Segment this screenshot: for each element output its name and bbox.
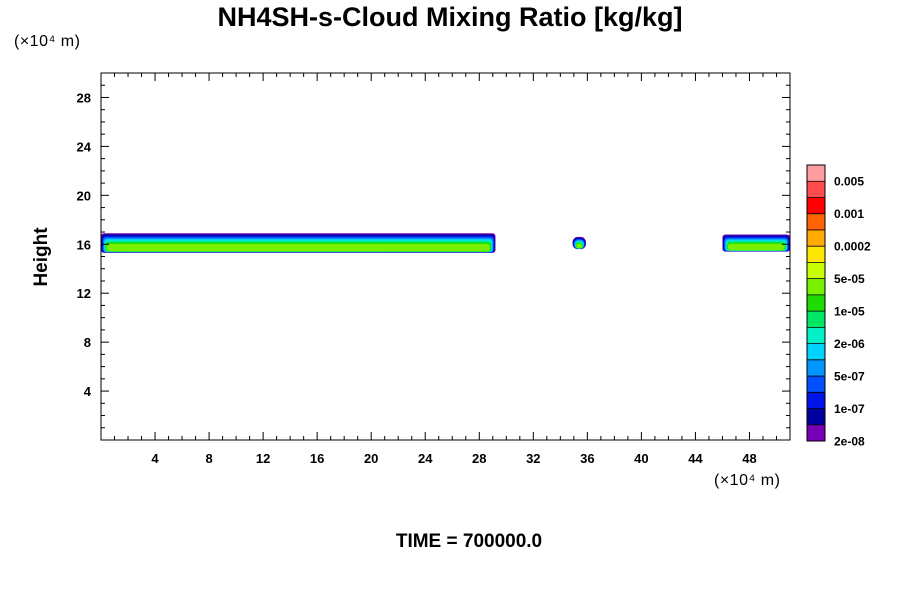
time-label: TIME = 700000.0 xyxy=(395,531,543,552)
colorbar-swatch xyxy=(807,327,825,345)
colorbar-swatch xyxy=(807,294,825,312)
x-tick-label: 36 xyxy=(580,451,594,466)
colorbar-swatch xyxy=(807,246,825,263)
x-tick-label: 12 xyxy=(256,451,270,466)
y-tick-label: 24 xyxy=(77,139,92,154)
y-tick-label: 16 xyxy=(77,237,91,252)
colorbar-swatch xyxy=(807,424,825,442)
colorbar-frame xyxy=(806,164,826,442)
colorbar-label: 5e-07 xyxy=(834,370,865,384)
x-tick-label: 40 xyxy=(634,451,648,466)
x-axis: 4 8 12 16 20 24 28 32 36 40 44 48 xyxy=(114,73,777,466)
x-tick-label: 16 xyxy=(310,451,324,466)
colorbar: 0.005 0.001 0.0002 5e-05 1e-05 2e-06 5e-07 1e-0… xyxy=(806,164,871,449)
colorbar-swatch xyxy=(807,165,825,182)
y-tick-label: 8 xyxy=(84,335,91,350)
cloud-layer xyxy=(101,233,496,253)
y-tick-label: 4 xyxy=(84,384,92,399)
colorbar-swatch xyxy=(807,392,825,410)
cloud-band xyxy=(727,243,785,251)
colorbar-label: 5e-05 xyxy=(834,272,865,286)
colorbar-swatch xyxy=(807,311,825,328)
colorbar-swatch xyxy=(807,197,825,215)
colorbar-swatch xyxy=(807,359,825,377)
x-tick-label: 24 xyxy=(418,451,433,466)
y-tick-label: 12 xyxy=(77,286,91,301)
cloud-layer xyxy=(722,234,790,252)
x-tick-label: 28 xyxy=(472,451,486,466)
plot-frame xyxy=(100,72,791,441)
colorbar-swatch xyxy=(807,181,825,198)
x-tick-label: 8 xyxy=(205,451,212,466)
colorbar-label: 0.0002 xyxy=(834,240,871,254)
colorbar-swatch xyxy=(807,376,825,393)
x-tick-label: 20 xyxy=(364,451,378,466)
y-tick-label: 28 xyxy=(77,90,91,105)
colorbar-swatch xyxy=(807,262,825,280)
x-tick-label: 48 xyxy=(742,451,756,466)
colorbar-label: 1e-07 xyxy=(834,402,865,416)
colorbar-swatch xyxy=(807,343,825,361)
colorbar-label: 1e-05 xyxy=(834,305,865,319)
chart-title: NH4SH-s-Cloud Mixing Ratio [kg/kg] xyxy=(217,2,683,32)
cloud-band xyxy=(576,243,582,249)
colorbar-swatch xyxy=(807,408,825,426)
colorbar-label: 2e-06 xyxy=(834,337,865,351)
x-tick-label: 4 xyxy=(151,451,159,466)
colorbar-swatch xyxy=(807,229,825,247)
y-axis-unit: (×10⁴ m) xyxy=(14,33,81,50)
x-tick-label: 32 xyxy=(526,451,540,466)
y-axis: 4 8 12 16 20 24 28 xyxy=(77,84,790,429)
colorbar-label: 2e-08 xyxy=(834,435,865,449)
cloud-layer xyxy=(572,236,587,250)
colorbar-label: 0.005 xyxy=(834,175,864,189)
cloud-band xyxy=(106,243,491,252)
x-axis-unit: (×10⁴ m) xyxy=(714,472,781,489)
colorbar-label: 0.001 xyxy=(834,207,864,221)
cloud-field xyxy=(101,233,790,253)
y-tick-label: 20 xyxy=(77,188,91,203)
colorbar-swatch xyxy=(807,213,825,231)
x-tick-label: 44 xyxy=(688,451,703,466)
colorbar-swatch xyxy=(807,278,825,296)
